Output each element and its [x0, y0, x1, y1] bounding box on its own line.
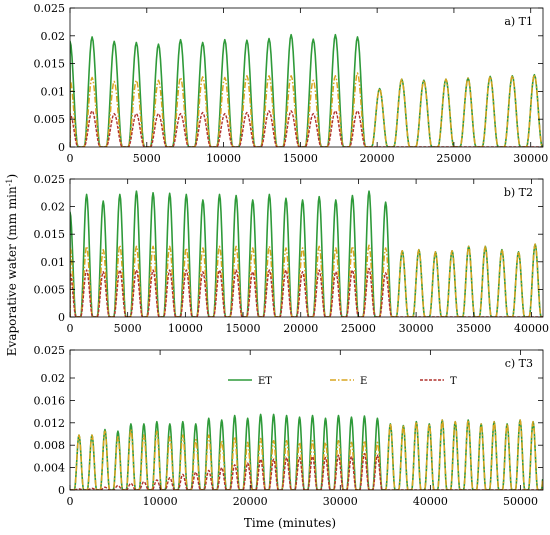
y-axis-title-close: ) — [5, 174, 19, 179]
y-tick-label: 0.015 — [34, 228, 66, 241]
plot-area — [70, 33, 543, 147]
y-tick-label: 0.01 — [41, 85, 66, 98]
panel-label: a) T1 — [504, 15, 533, 28]
y-tick-label: 0.016 — [34, 394, 66, 407]
x-tick-label: 0 — [67, 495, 74, 508]
x-tick-label: 20000 — [283, 322, 318, 335]
x-tick-label: 20000 — [360, 152, 395, 165]
x-tick-label: 10000 — [143, 495, 178, 508]
series-t-line — [70, 267, 543, 317]
panel-2: 0 0.005 0.01 0.015 0.02 0.025 0 5000 10000 15000 2… — [34, 173, 549, 335]
x-tick-label: 40000 — [514, 322, 549, 335]
x-tick-label: 35000 — [456, 322, 491, 335]
plot-frame — [69, 7, 544, 148]
legend-label-et: ET — [258, 376, 272, 387]
y-tick-label: 0.008 — [34, 439, 66, 452]
y-tick-label: 0.025 — [34, 2, 66, 15]
x-tick-label: 25000 — [436, 152, 471, 165]
y-axis-title-superscript: -1 — [5, 178, 14, 186]
series-et-line — [70, 190, 543, 317]
y-tick-label: 0.02 — [41, 201, 66, 214]
y-tick-label: 0 — [58, 311, 65, 324]
y-tick-label: 0.005 — [34, 113, 66, 126]
panel-label: c) T3 — [505, 357, 533, 370]
y-tick-label: 0 — [58, 141, 65, 154]
x-tick-label: 10000 — [206, 152, 241, 165]
x-tick-label: 50000 — [503, 495, 538, 508]
plot-area — [70, 190, 543, 317]
series-e-line — [70, 243, 543, 317]
x-tick-label: 40000 — [413, 495, 448, 508]
x-tick-label: 5000 — [133, 152, 161, 165]
plot-frame — [69, 349, 544, 491]
panel-1: 0 0.005 0.01 0.015 0.02 0.025 0 5000 10000 15000 2… — [34, 2, 549, 165]
y-tick-label: 0.005 — [34, 283, 66, 296]
x-tick-label: 0 — [67, 322, 74, 335]
x-tick-label: 5000 — [114, 322, 142, 335]
x-tick-label: 15000 — [283, 152, 318, 165]
plot-frame — [69, 178, 544, 318]
y-tick-label: 0.015 — [34, 58, 66, 71]
x-tick-label: 30000 — [399, 322, 434, 335]
x-tick-label: 25000 — [341, 322, 376, 335]
legend-label-t: T — [450, 376, 457, 387]
x-tick-label: 30000 — [323, 495, 358, 508]
x-tick-label: 10000 — [168, 322, 203, 335]
x-tick-label: 15000 — [226, 322, 261, 335]
x-tick-label: 20000 — [233, 495, 268, 508]
y-axis-title: Evaporative water (mm min-1) — [5, 174, 20, 356]
x-tick-label: 30000 — [513, 152, 548, 165]
legend: ET E T — [228, 376, 457, 387]
x-axis-title: Time (minutes) — [244, 516, 336, 530]
y-tick-label: 0.004 — [34, 462, 66, 475]
x-tick-label: 0 — [67, 152, 74, 165]
y-tick-label: 0.025 — [34, 344, 66, 357]
y-tick-label: 0.02 — [41, 30, 66, 43]
y-tick-label: 0.01 — [41, 256, 66, 269]
y-tick-label: 0.012 — [34, 417, 66, 430]
plot-area — [70, 413, 543, 490]
y-axis-title-main: Evaporative water (mm min — [5, 186, 19, 356]
y-tick-label: 0 — [58, 484, 65, 497]
panel-3: 0 0.004 0.008 0.012 0.016 0.02 0.025 0 10000 2000… — [34, 344, 544, 508]
y-tick-label: 0.02 — [41, 372, 66, 385]
legend-label-e: E — [360, 376, 367, 387]
series-t-line — [70, 452, 543, 490]
panel-label: b) T2 — [504, 186, 533, 199]
y-tick-label: 0.025 — [34, 173, 66, 186]
